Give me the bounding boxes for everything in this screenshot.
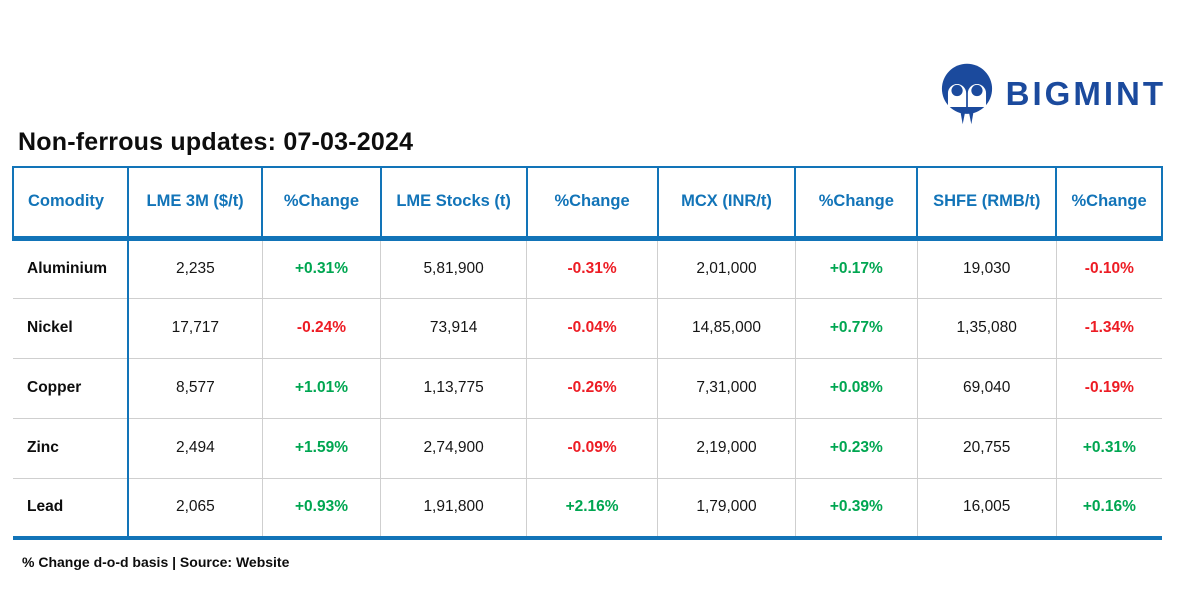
commodity-cell: Copper xyxy=(13,358,129,419)
mcx-cell: 14,85,000 xyxy=(657,298,796,359)
mcx-cell: 2,19,000 xyxy=(657,418,796,479)
price-table-wrapper: Comodity LME 3M ($/t) %Change LME Stocks… xyxy=(12,166,1163,540)
shfe-change-cell: -0.19% xyxy=(1056,358,1162,419)
mcx-cell: 1,79,000 xyxy=(657,478,796,540)
shfe-change-cell: +0.31% xyxy=(1056,418,1162,479)
column-header-mcx: MCX (INR/t) xyxy=(656,166,797,241)
column-header-lme-3m: LME 3M ($/t) xyxy=(126,166,264,241)
mcx-change-cell: +0.23% xyxy=(795,418,918,479)
mcx-cell: 2,01,000 xyxy=(657,238,796,299)
lme-stocks-change-cell: -0.09% xyxy=(526,418,659,479)
lme-3m-cell: 2,235 xyxy=(127,238,263,299)
commodity-cell: Lead xyxy=(13,478,129,540)
column-header-shfe: SHFE (RMB/t) xyxy=(916,166,1058,241)
lme-stocks-cell: 5,81,900 xyxy=(380,238,528,299)
shfe-cell: 19,030 xyxy=(917,238,1057,299)
table-row-lead: Lead 2,065 +0.93% 1,91,800 +2.16% 1,79,0… xyxy=(13,478,1162,540)
source-footnote: % Change d-o-d basis | Source: Website xyxy=(22,554,290,570)
column-header-shfe-change: %Change xyxy=(1055,166,1163,241)
table-row-copper: Copper 8,577 +1.01% 1,13,775 -0.26% 7,31… xyxy=(13,358,1162,419)
lme-3m-change-cell: -0.24% xyxy=(262,298,382,359)
shfe-change-cell: -0.10% xyxy=(1056,238,1162,299)
mcx-change-cell: +0.77% xyxy=(795,298,918,359)
lme-3m-change-cell: +0.31% xyxy=(262,238,382,299)
lme-stocks-cell: 73,914 xyxy=(380,298,528,359)
brand-logo: BIGMINT xyxy=(938,62,1166,126)
header-row: Comodity LME 3M ($/t) %Change LME Stocks… xyxy=(12,166,1163,241)
column-header-comodity: Comodity xyxy=(12,166,129,241)
mcx-change-cell: +0.17% xyxy=(795,238,918,299)
column-header-lme-stocks: LME Stocks (t) xyxy=(379,166,528,241)
lme-stocks-cell: 1,91,800 xyxy=(380,478,528,540)
mcx-change-cell: +0.39% xyxy=(795,478,918,540)
bigmint-logo-icon xyxy=(941,63,992,125)
brand-name: BIGMINT xyxy=(1005,75,1166,112)
table-row-aluminium: Aluminium 2,235 +0.31% 5,81,900 -0.31% 2… xyxy=(13,238,1162,299)
column-header-lme-3m-change: %Change xyxy=(261,166,382,241)
mcx-cell: 7,31,000 xyxy=(657,358,796,419)
shfe-cell: 69,040 xyxy=(917,358,1057,419)
column-header-mcx-change: %Change xyxy=(794,166,919,241)
shfe-change-cell: +0.16% xyxy=(1056,478,1162,540)
shfe-cell: 16,005 xyxy=(917,478,1057,540)
lme-stocks-change-cell: +2.16% xyxy=(526,478,659,540)
shfe-change-cell: -1.34% xyxy=(1056,298,1162,359)
lme-3m-cell: 17,717 xyxy=(127,298,263,359)
column-header-lme-stocks-change: %Change xyxy=(525,166,659,241)
table-row-nickel: Nickel 17,717 -0.24% 73,914 -0.04% 14,85… xyxy=(13,298,1162,359)
lme-3m-change-cell: +1.01% xyxy=(262,358,382,419)
lme-3m-cell: 2,065 xyxy=(127,478,263,540)
table-row-zinc: Zinc 2,494 +1.59% 2,74,900 -0.09% 2,19,0… xyxy=(13,418,1162,479)
lme-stocks-cell: 1,13,775 xyxy=(380,358,528,419)
price-table: Comodity LME 3M ($/t) %Change LME Stocks… xyxy=(12,166,1163,540)
mcx-change-cell: +0.08% xyxy=(795,358,918,419)
lme-3m-change-cell: +1.59% xyxy=(262,418,382,479)
lme-stocks-change-cell: -0.04% xyxy=(526,298,659,359)
commodity-cell: Nickel xyxy=(13,298,129,359)
lme-stocks-change-cell: -0.26% xyxy=(526,358,659,419)
shfe-cell: 1,35,080 xyxy=(917,298,1057,359)
lme-stocks-change-cell: -0.31% xyxy=(526,238,659,299)
commodity-cell: Zinc xyxy=(13,418,129,479)
lme-3m-change-cell: +0.93% xyxy=(262,478,382,540)
lme-3m-cell: 2,494 xyxy=(127,418,263,479)
page-title: Non-ferrous updates: 07-03-2024 xyxy=(18,128,414,156)
lme-3m-cell: 8,577 xyxy=(127,358,263,419)
lme-stocks-cell: 2,74,900 xyxy=(380,418,528,479)
shfe-cell: 20,755 xyxy=(917,418,1057,479)
commodity-cell: Aluminium xyxy=(13,238,129,299)
